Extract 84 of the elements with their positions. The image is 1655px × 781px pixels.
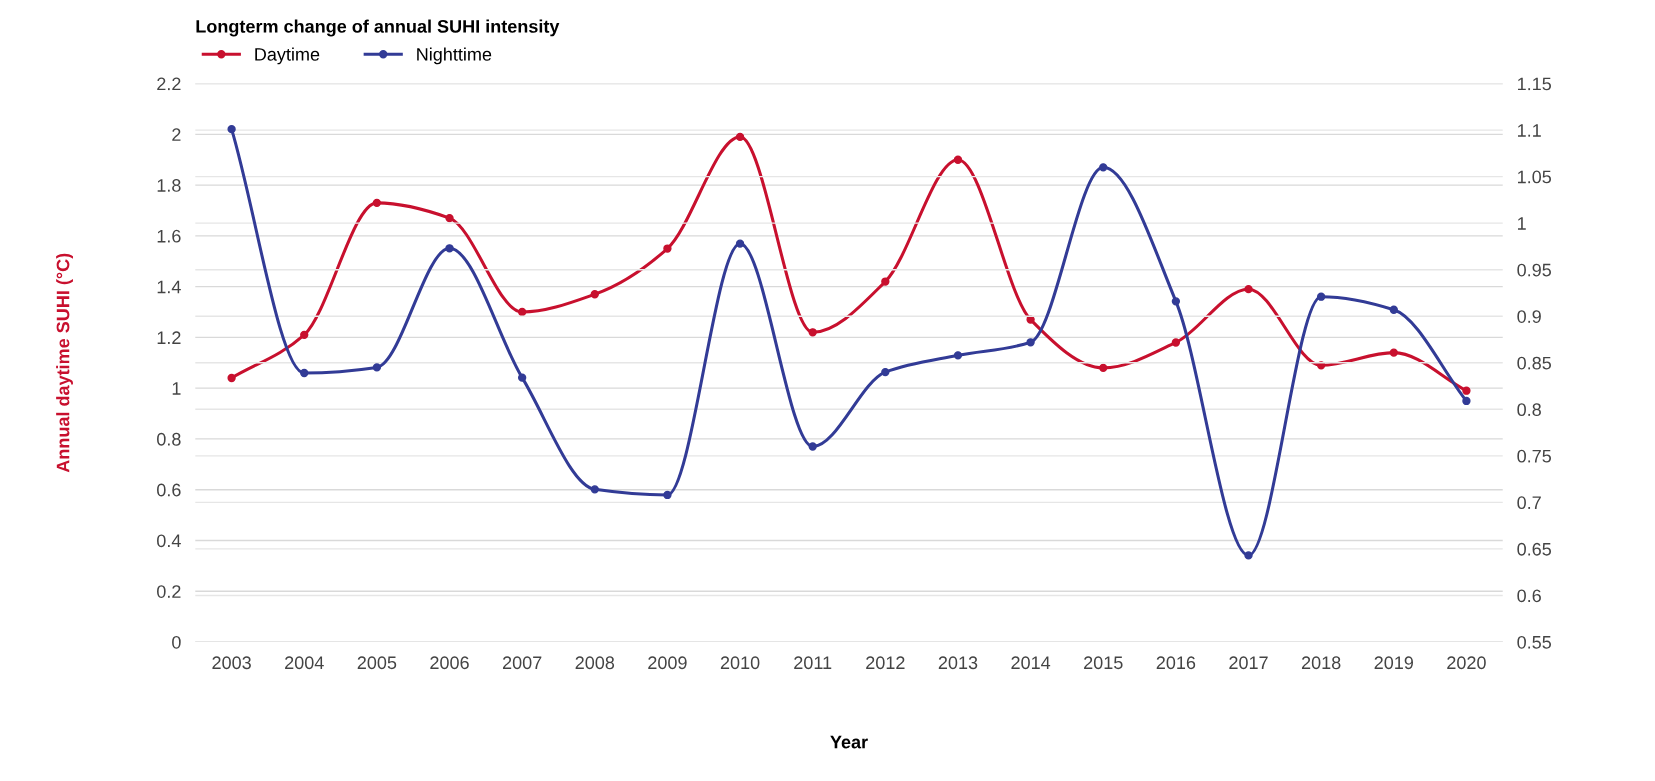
y-tick-label: 1.4	[157, 280, 181, 294]
point	[372, 198, 382, 208]
y2-tick-label: 0.95	[1517, 263, 1552, 277]
x-tick-label: 2012	[866, 656, 905, 670]
point	[300, 330, 309, 340]
point	[517, 373, 527, 382]
y2-tick-label: 0.6	[1517, 589, 1541, 603]
point	[663, 244, 672, 253]
x-tick-label: 2017	[1229, 656, 1268, 670]
y-tick-label: 0.6	[157, 483, 181, 497]
x-tick-label: 2018	[1301, 656, 1341, 670]
x-tick-label: 2020	[1447, 656, 1486, 670]
point	[735, 132, 745, 142]
point	[953, 351, 963, 360]
point	[1244, 284, 1253, 294]
y-tick-label: 0	[172, 635, 181, 649]
point	[1099, 163, 1108, 172]
point	[953, 155, 963, 164]
x-tick-label: 2013	[938, 656, 978, 670]
y-tick-label: 1.6	[157, 229, 181, 243]
x-tick-label: 2014	[1011, 656, 1051, 670]
y2-tick-label: 0.75	[1517, 449, 1552, 463]
point	[1171, 297, 1181, 306]
x-tick-label: 2006	[430, 656, 469, 670]
y2-tick-label: 1.05	[1518, 170, 1552, 184]
point	[881, 367, 890, 377]
x-tick-label: 2007	[502, 656, 542, 670]
chart-title: Longterm change of annual SUHI intensity	[196, 19, 560, 37]
point	[300, 368, 309, 378]
point	[1099, 363, 1108, 373]
y-tick-label: 0.4	[157, 534, 181, 548]
point	[1316, 292, 1326, 301]
x-tick-label: 2009	[648, 656, 687, 670]
point	[1389, 348, 1398, 357]
y2-tick-label: 0.7	[1517, 496, 1541, 510]
y2-tick-label: 0.65	[1517, 542, 1552, 556]
y-axis-title: Annual daytime SUHI (°C)	[56, 253, 73, 473]
point	[1026, 338, 1035, 347]
x-tick-label: 2003	[212, 656, 251, 670]
y2-tick-label: 0.8	[1517, 403, 1541, 417]
point	[1026, 315, 1035, 324]
y-tick-label: 0.2	[157, 585, 181, 598]
point	[517, 307, 527, 317]
point	[590, 290, 599, 299]
x-tick-label: 2011	[794, 656, 832, 670]
x-tick-label: 2015	[1084, 656, 1123, 670]
point	[445, 244, 454, 253]
point	[1462, 386, 1471, 395]
y-tick-label: 1.2	[157, 331, 181, 344]
point	[372, 363, 382, 372]
y2-tick-label: 0.9	[1517, 310, 1541, 323]
y-tick-label: 2	[172, 128, 181, 141]
point	[1171, 338, 1181, 347]
x-tick-label: 2019	[1374, 656, 1414, 670]
y2-tick-label: 1.15	[1518, 77, 1552, 91]
x-tick-label: 2010	[720, 656, 760, 670]
y-tick-label: 0.8	[157, 432, 181, 446]
y-tick-label: 1	[172, 382, 181, 395]
point	[663, 490, 672, 500]
point	[1462, 396, 1471, 406]
y2-tick-label: 0.85	[1517, 356, 1552, 370]
point	[735, 239, 745, 248]
y2-tick-label: 1.1	[1518, 124, 1541, 137]
x-tick-label: 2016	[1156, 656, 1196, 670]
x-tick-label: 2008	[575, 656, 615, 670]
y2-tick-label: 1	[1518, 217, 1526, 230]
point	[1389, 305, 1398, 314]
y-tick-label: 1.8	[157, 179, 181, 192]
x-axis-title: Year	[830, 735, 868, 749]
point	[1316, 361, 1326, 370]
point	[808, 328, 817, 337]
point	[590, 485, 599, 494]
legend-label: Daytime	[255, 47, 320, 65]
y2-tick-label: 0.55	[1517, 635, 1552, 649]
point	[227, 373, 236, 383]
point	[1244, 551, 1253, 560]
point	[445, 213, 454, 223]
point	[227, 125, 236, 134]
x-tick-label: 2005	[357, 656, 397, 670]
point	[881, 277, 890, 286]
legend-label: Nighttime	[417, 47, 492, 65]
point	[808, 442, 817, 451]
x-tick-label: 2004	[285, 656, 324, 670]
y-tick-label: 2.2	[157, 77, 181, 91]
